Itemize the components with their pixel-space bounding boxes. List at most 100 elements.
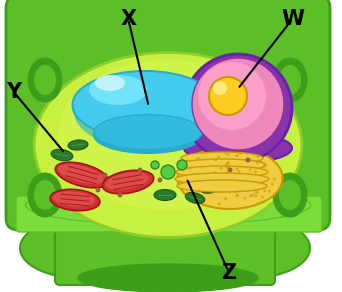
Ellipse shape bbox=[244, 197, 246, 199]
Ellipse shape bbox=[268, 190, 271, 193]
Ellipse shape bbox=[247, 158, 250, 161]
Ellipse shape bbox=[26, 185, 311, 225]
Ellipse shape bbox=[177, 160, 187, 170]
Ellipse shape bbox=[251, 176, 254, 179]
Ellipse shape bbox=[58, 164, 104, 184]
Ellipse shape bbox=[193, 183, 196, 186]
Ellipse shape bbox=[225, 166, 228, 169]
Ellipse shape bbox=[226, 162, 229, 165]
Ellipse shape bbox=[27, 173, 63, 218]
Text: Z: Z bbox=[222, 263, 237, 283]
Ellipse shape bbox=[238, 187, 241, 190]
Ellipse shape bbox=[74, 74, 222, 150]
Ellipse shape bbox=[158, 178, 162, 182]
Ellipse shape bbox=[105, 172, 149, 190]
Ellipse shape bbox=[214, 171, 217, 174]
Ellipse shape bbox=[225, 163, 228, 166]
Ellipse shape bbox=[175, 173, 269, 185]
Ellipse shape bbox=[68, 140, 88, 150]
Ellipse shape bbox=[89, 75, 147, 105]
Ellipse shape bbox=[203, 173, 207, 176]
Ellipse shape bbox=[256, 155, 259, 158]
Text: Y: Y bbox=[6, 82, 21, 102]
Ellipse shape bbox=[192, 58, 284, 150]
Ellipse shape bbox=[53, 191, 95, 207]
Ellipse shape bbox=[229, 178, 232, 181]
Ellipse shape bbox=[210, 187, 213, 190]
Ellipse shape bbox=[151, 161, 159, 169]
Ellipse shape bbox=[194, 188, 197, 191]
Ellipse shape bbox=[238, 170, 240, 173]
Ellipse shape bbox=[27, 58, 63, 102]
Ellipse shape bbox=[279, 180, 301, 210]
Ellipse shape bbox=[246, 177, 249, 180]
Ellipse shape bbox=[227, 168, 233, 173]
Ellipse shape bbox=[95, 75, 125, 91]
Ellipse shape bbox=[94, 114, 202, 150]
Ellipse shape bbox=[236, 168, 238, 171]
Ellipse shape bbox=[227, 153, 230, 156]
Ellipse shape bbox=[217, 155, 220, 158]
Ellipse shape bbox=[196, 177, 199, 180]
FancyBboxPatch shape bbox=[6, 0, 330, 230]
Ellipse shape bbox=[213, 81, 227, 95]
Ellipse shape bbox=[261, 196, 264, 199]
Ellipse shape bbox=[93, 116, 203, 154]
Ellipse shape bbox=[279, 65, 301, 95]
Ellipse shape bbox=[20, 218, 140, 278]
Ellipse shape bbox=[103, 173, 107, 178]
Ellipse shape bbox=[263, 164, 266, 167]
Ellipse shape bbox=[184, 54, 292, 162]
Ellipse shape bbox=[51, 149, 73, 161]
Ellipse shape bbox=[212, 186, 214, 189]
Ellipse shape bbox=[242, 182, 246, 185]
Ellipse shape bbox=[197, 182, 199, 185]
Ellipse shape bbox=[255, 175, 259, 178]
Ellipse shape bbox=[176, 166, 268, 178]
Ellipse shape bbox=[190, 218, 310, 278]
Ellipse shape bbox=[263, 190, 266, 192]
Ellipse shape bbox=[198, 179, 201, 182]
Ellipse shape bbox=[238, 152, 241, 155]
Ellipse shape bbox=[236, 193, 239, 196]
Ellipse shape bbox=[224, 186, 227, 189]
Ellipse shape bbox=[185, 192, 205, 204]
Ellipse shape bbox=[227, 161, 230, 164]
Ellipse shape bbox=[259, 160, 262, 163]
Ellipse shape bbox=[197, 157, 199, 160]
Ellipse shape bbox=[34, 53, 302, 237]
Ellipse shape bbox=[218, 202, 221, 205]
Ellipse shape bbox=[211, 187, 214, 191]
Ellipse shape bbox=[55, 162, 109, 188]
Ellipse shape bbox=[34, 65, 56, 95]
Ellipse shape bbox=[202, 151, 205, 154]
Ellipse shape bbox=[73, 71, 218, 139]
Ellipse shape bbox=[189, 166, 192, 169]
Ellipse shape bbox=[273, 173, 307, 218]
Ellipse shape bbox=[246, 157, 250, 163]
Ellipse shape bbox=[184, 133, 292, 163]
Ellipse shape bbox=[178, 159, 266, 171]
Ellipse shape bbox=[118, 192, 122, 197]
Ellipse shape bbox=[195, 176, 198, 179]
Ellipse shape bbox=[200, 199, 203, 201]
Ellipse shape bbox=[256, 161, 259, 164]
Ellipse shape bbox=[249, 194, 252, 197]
Ellipse shape bbox=[198, 62, 266, 130]
Ellipse shape bbox=[235, 194, 238, 197]
Ellipse shape bbox=[198, 190, 201, 192]
Ellipse shape bbox=[254, 191, 257, 194]
Ellipse shape bbox=[257, 188, 260, 191]
Ellipse shape bbox=[235, 154, 238, 157]
Ellipse shape bbox=[261, 186, 263, 189]
Ellipse shape bbox=[186, 175, 189, 178]
FancyBboxPatch shape bbox=[16, 196, 322, 232]
Ellipse shape bbox=[161, 165, 175, 179]
Ellipse shape bbox=[177, 147, 282, 209]
Ellipse shape bbox=[233, 187, 237, 192]
Ellipse shape bbox=[214, 180, 217, 183]
Ellipse shape bbox=[34, 180, 56, 210]
Ellipse shape bbox=[273, 58, 307, 102]
Ellipse shape bbox=[95, 187, 101, 192]
Ellipse shape bbox=[254, 170, 257, 173]
